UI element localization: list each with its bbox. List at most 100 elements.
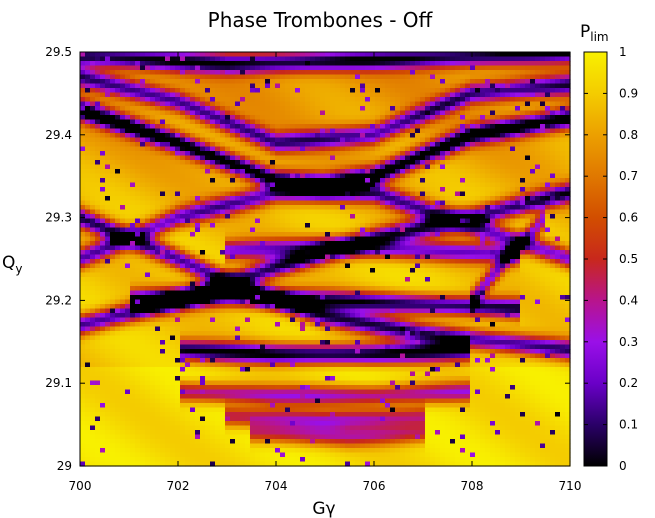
heatmap-cell — [275, 254, 281, 260]
heatmap-cell — [340, 218, 346, 224]
heatmap-cell — [90, 79, 96, 85]
heatmap-cell — [385, 101, 391, 107]
heatmap-cell — [480, 254, 486, 260]
heatmap-cell — [340, 268, 346, 274]
heatmap-cell — [485, 272, 491, 278]
heatmap-cell — [465, 101, 471, 107]
heatmap-cell — [505, 173, 511, 179]
heatmap-cell — [450, 200, 456, 206]
heatmap-cell — [275, 241, 281, 247]
heatmap-cell — [100, 169, 106, 175]
heatmap-cell — [135, 74, 141, 80]
heatmap-cell — [160, 236, 166, 242]
heatmap-cell — [435, 169, 441, 175]
heatmap-cell — [120, 110, 126, 116]
heatmap-cell — [375, 241, 381, 247]
heatmap-cell — [475, 52, 481, 58]
heatmap-cell — [500, 65, 506, 71]
heatmap-cell — [260, 88, 266, 94]
heatmap-cell — [380, 209, 386, 215]
heatmap-cell — [305, 106, 311, 112]
heatmap-cell — [545, 232, 551, 238]
heatmap-cell — [565, 160, 571, 166]
heatmap-cell — [525, 223, 531, 229]
heatmap-cell — [155, 65, 161, 71]
heatmap-cell — [465, 142, 471, 148]
heatmap-cell — [315, 155, 321, 161]
heatmap-cell — [250, 263, 256, 269]
heatmap-cell — [505, 205, 511, 211]
heatmap-cell — [155, 268, 161, 274]
heatmap-cell — [550, 146, 556, 152]
heatmap-cell — [555, 110, 561, 116]
heatmap-cell — [240, 151, 246, 157]
heatmap-cell — [120, 151, 126, 157]
heatmap-cell — [515, 236, 521, 242]
heatmap-cell — [295, 254, 301, 260]
heatmap-cell — [135, 196, 141, 202]
heatmap-cell — [395, 65, 401, 71]
heatmap-cell — [330, 101, 336, 107]
heatmap-cell — [110, 115, 116, 121]
heatmap-cell — [210, 133, 216, 139]
heatmap-cell — [445, 178, 451, 184]
heatmap-cell — [500, 241, 506, 247]
heatmap-cell — [185, 182, 191, 188]
heatmap-cell — [425, 124, 431, 130]
heatmap-cell — [345, 128, 351, 134]
heatmap-cell — [170, 119, 176, 125]
heatmap-cell — [105, 106, 111, 112]
heatmap-cell — [330, 70, 336, 76]
heatmap-cell — [410, 277, 416, 283]
heatmap-cell — [110, 245, 116, 251]
heatmap-cell — [445, 101, 451, 107]
heatmap-cell — [560, 205, 566, 211]
heatmap-cell — [435, 61, 441, 67]
heatmap-cell — [290, 200, 296, 206]
heatmap-cell — [465, 155, 471, 161]
heatmap-cell — [355, 196, 361, 202]
heatmap-cell — [550, 169, 556, 175]
heatmap-cell — [385, 254, 391, 260]
heatmap-cell — [215, 92, 221, 98]
heatmap-cell — [420, 245, 426, 251]
heatmap-cell — [555, 137, 561, 143]
heatmap-cell — [550, 52, 556, 58]
heatmap-cell — [380, 74, 386, 80]
heatmap-cell — [110, 133, 116, 139]
heatmap-cell — [240, 272, 246, 278]
heatmap-cell — [260, 142, 266, 148]
heatmap-cell — [510, 146, 516, 152]
heatmap-cell — [180, 214, 186, 220]
heatmap-cell — [300, 214, 306, 220]
heatmap-cell — [180, 263, 186, 269]
heatmap-cell — [280, 83, 286, 89]
heatmap-cell — [230, 241, 236, 247]
heatmap-cell — [140, 173, 146, 179]
heatmap-cell — [360, 97, 366, 103]
heatmap-cell — [95, 160, 101, 166]
heatmap-cell — [305, 164, 311, 170]
heatmap-cell — [495, 88, 501, 94]
heatmap-cell — [460, 124, 466, 130]
heatmap-cell — [500, 155, 506, 161]
heatmap-cell — [490, 187, 496, 193]
heatmap-cell — [155, 209, 161, 215]
heatmap-cell — [390, 155, 396, 161]
heatmap-cell — [115, 88, 121, 94]
heatmap-cell — [560, 263, 566, 269]
heatmap-cell — [260, 227, 266, 233]
heatmap-cell — [565, 178, 571, 184]
heatmap-cell — [420, 137, 426, 143]
heatmap-cell — [560, 124, 566, 130]
heatmap-cell — [315, 70, 321, 76]
heatmap-cell — [170, 74, 176, 80]
heatmap-cell — [350, 52, 356, 58]
heatmap-cell — [305, 70, 311, 76]
heatmap-cell — [80, 178, 86, 184]
heatmap-cell — [325, 164, 331, 170]
heatmap-cell — [530, 178, 536, 184]
heatmap-cell — [230, 97, 236, 103]
heatmap-cell — [515, 70, 521, 76]
heatmap-cell — [85, 137, 91, 143]
